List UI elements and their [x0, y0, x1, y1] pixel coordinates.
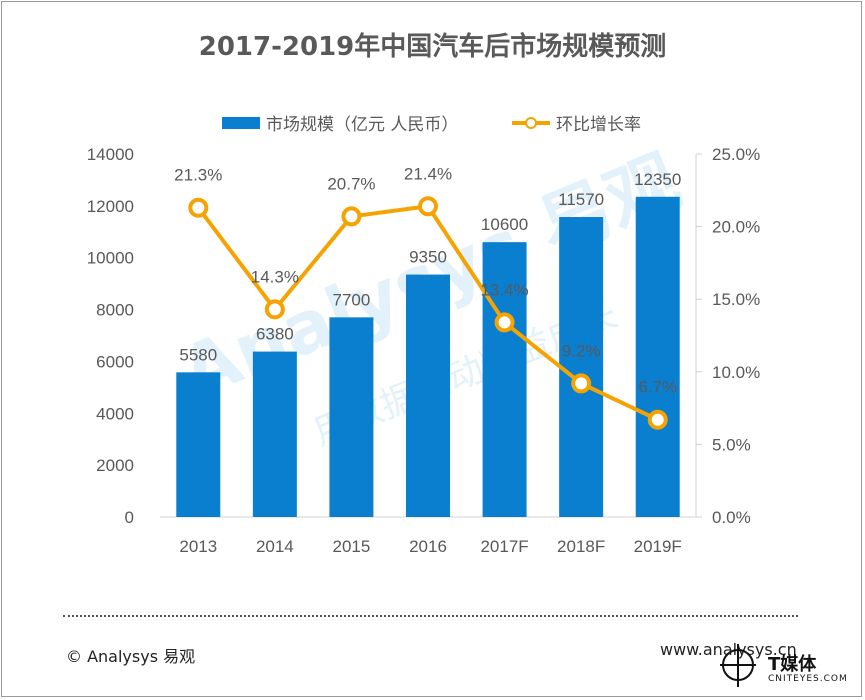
y-right-tick-label: 20.0% — [712, 218, 760, 237]
x-tick-label: 2017F — [480, 537, 528, 556]
bar — [635, 196, 680, 517]
legend: 市场规模（亿元 人民币） 环比增长率 — [0, 110, 865, 135]
bar — [559, 217, 604, 518]
copyright-text: © Analysys 易观 — [66, 647, 196, 666]
bar-data-label: 9350 — [409, 248, 447, 267]
y-left-tick-label: 10000 — [87, 249, 134, 268]
bar-data-label: 5580 — [179, 345, 217, 364]
y-left-tick-label: 0 — [125, 508, 134, 527]
bar-data-label: 11570 — [558, 190, 604, 209]
x-tick-label: 2013 — [179, 537, 217, 556]
legend-label-growth-rate: 环比增长率 — [556, 115, 641, 135]
growth-rate-point — [571, 373, 592, 394]
website-text: www.analysys.cn — [660, 640, 797, 659]
growth-rate-point — [341, 206, 362, 227]
y-left-tick-label: 2000 — [96, 456, 134, 475]
line-data-label: 13.4% — [480, 280, 528, 299]
legend-line-swatch — [512, 116, 550, 129]
legend-bar-swatch — [222, 116, 260, 129]
tmt-logo-icon — [720, 644, 756, 687]
legend-item-growth-rate: 环比增长率 — [512, 110, 641, 135]
tmt-name: T媒体 — [768, 654, 817, 675]
y-left-tick-label: 12000 — [87, 197, 134, 216]
bar-data-label: 6380 — [256, 325, 294, 344]
x-tick-label: 2016 — [409, 537, 447, 556]
x-tick-label: 2015 — [333, 537, 371, 556]
line-data-label: 6.7% — [638, 378, 677, 397]
bar-data-label: 12350 — [634, 170, 681, 189]
footer-divider — [63, 615, 798, 617]
bar-data-label: 10600 — [481, 215, 528, 234]
growth-rate-point — [418, 196, 438, 217]
bar — [176, 372, 221, 517]
x-tick-label: 2014 — [256, 537, 294, 556]
bar — [482, 242, 527, 517]
y-left-tick-label: 6000 — [96, 352, 134, 371]
y-right-tick-label: 25.0% — [712, 145, 760, 164]
bar-data-label: 7700 — [333, 290, 371, 309]
line-data-label: 14.3% — [251, 267, 299, 286]
bar — [406, 274, 450, 517]
line-data-label: 20.7% — [327, 174, 375, 193]
y-right-tick-label: 10.0% — [712, 363, 760, 382]
growth-rate-point — [494, 312, 515, 333]
line-data-label: 21.4% — [404, 164, 452, 183]
legend-item-market-size: 市场规模（亿元 人民币） — [222, 110, 458, 135]
growth-rate-point — [264, 299, 285, 320]
chart-title: 2017-2019年中国汽车后市场规模预测 — [198, 32, 667, 62]
bar — [329, 317, 374, 517]
x-tick-label: 2018F — [557, 537, 605, 556]
y-left-tick-label: 14000 — [87, 145, 134, 164]
y-left-tick-label: 4000 — [96, 404, 134, 423]
x-tick-label: 2019F — [634, 537, 682, 556]
y-right-tick-label: 0.0% — [712, 508, 751, 527]
growth-rate-point — [647, 409, 668, 430]
y-left-tick-label: 8000 — [96, 301, 134, 320]
y-right-tick-label: 15.0% — [712, 290, 760, 309]
bar — [252, 351, 297, 517]
tmt-subtitle: CNITEYES.COM — [768, 674, 848, 684]
legend-label-market-size: 市场规模（亿元 人民币） — [266, 115, 459, 135]
line-data-label: 9.2% — [562, 341, 601, 360]
y-right-tick-label: 5.0% — [712, 435, 751, 454]
growth-rate-point — [188, 197, 209, 218]
line-data-label: 21.3% — [174, 166, 222, 185]
